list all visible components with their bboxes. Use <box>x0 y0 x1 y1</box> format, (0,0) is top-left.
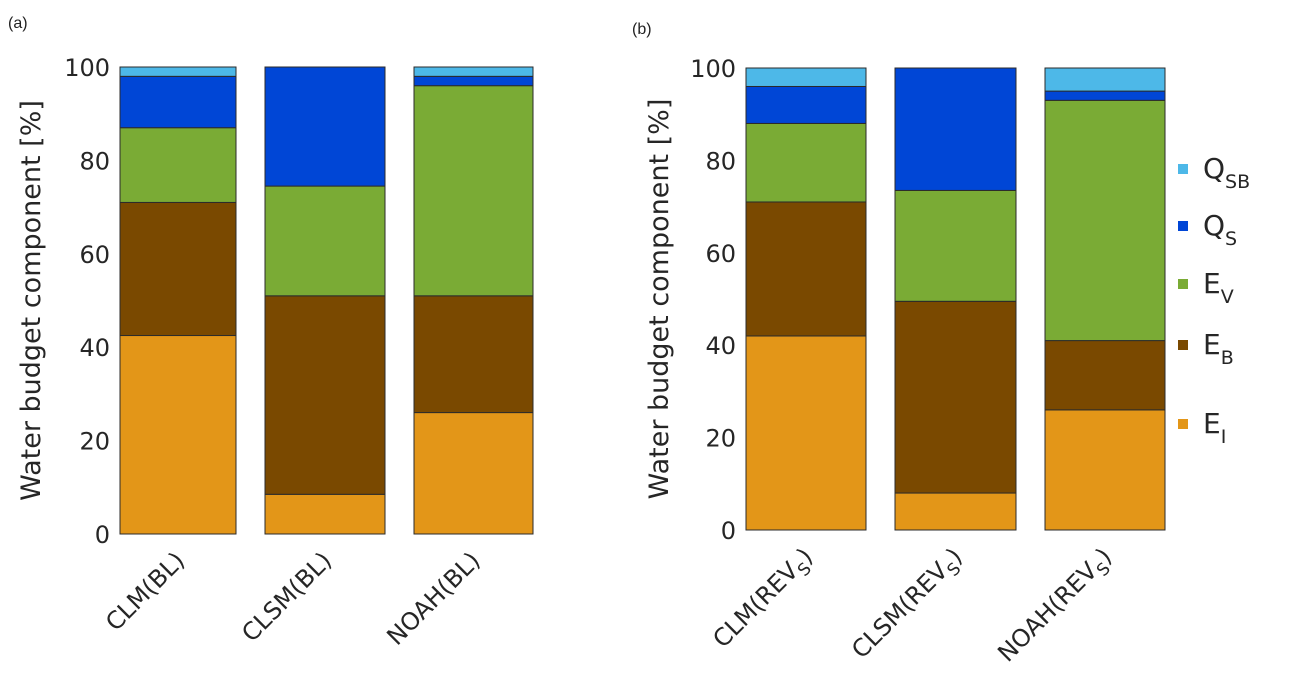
legend-swatch <box>1178 419 1188 429</box>
x-category-label: NOAH(REVS) <box>992 542 1121 671</box>
panel-label: (b) <box>632 21 652 38</box>
bar-segment-e-b <box>413 295 534 414</box>
bar-segment-e-i <box>264 493 386 535</box>
x-category-label: NOAH(BL) <box>381 546 485 650</box>
panel-a: (a) 0 20 40 60 80 100 Water budget component [%… <box>8 15 534 651</box>
legend-swatch <box>1178 340 1188 350</box>
y-tick-label: 80 <box>79 147 110 175</box>
y-tick-label: 40 <box>705 332 736 360</box>
bar-segment-e-v <box>119 127 237 203</box>
bar-segment-e-b <box>264 295 386 495</box>
panel-label: (a) <box>8 15 28 32</box>
bar-segment-q-s <box>413 75 534 87</box>
bar-segment-e-i <box>1044 409 1166 531</box>
bar-segment-e-b <box>745 201 867 337</box>
bar-segment-e-v <box>413 85 534 297</box>
bar-segment-e-b <box>1044 340 1166 411</box>
y-tick-label: 0 <box>721 517 736 545</box>
legend-label: EB <box>1203 328 1234 369</box>
bar-segment-q-s <box>264 66 386 187</box>
bar-segment-q-s <box>894 67 1017 191</box>
legend: QSB QS EV EB EI <box>1178 152 1250 448</box>
bar-segment-e-v <box>894 189 1017 302</box>
x-category-label: CLSM(REVS) <box>846 542 972 668</box>
y-tick-label: 100 <box>64 54 110 82</box>
y-tick-label: 40 <box>79 334 110 362</box>
y-tick-label: 20 <box>79 428 110 456</box>
y-tick-label: 60 <box>79 241 110 269</box>
bar-segment-q-sb <box>119 66 237 77</box>
bar-segment-e-i <box>413 412 534 535</box>
bar-segment-e-v <box>1044 99 1166 342</box>
bar-segment-q-sb <box>745 67 867 87</box>
legend-swatch <box>1178 164 1188 174</box>
legend-label: QS <box>1203 209 1237 250</box>
panel-b: (b) 0 20 40 60 80 100 Water budget component [%… <box>632 21 1166 671</box>
bar-segment-q-s <box>119 75 237 129</box>
y-tick-label: 0 <box>95 521 110 549</box>
bar-segment-e-i <box>119 335 237 535</box>
bar-segment-q-sb <box>413 66 534 77</box>
bar-segment-e-i <box>894 492 1017 531</box>
legend-swatch <box>1178 221 1188 231</box>
y-tick-label: 80 <box>705 147 736 175</box>
legend-label: EI <box>1203 407 1226 448</box>
y-tick-label: 100 <box>690 55 736 83</box>
legend-label: QSB <box>1203 152 1250 193</box>
bar-segment-e-b <box>119 201 237 337</box>
y-axis-title: Water budget component [%] <box>644 99 675 500</box>
y-axis-title: Water budget component [%] <box>16 100 47 501</box>
bar-segment-e-v <box>745 122 867 203</box>
x-category-label: CLM(REVS) <box>707 542 822 657</box>
bar-segment-q-s <box>1044 90 1166 101</box>
bar-segment-e-b <box>894 300 1017 494</box>
legend-label: EV <box>1203 267 1234 308</box>
bar-segment-q-sb <box>1044 67 1166 92</box>
y-tick-label: 20 <box>705 425 736 453</box>
y-tick-label: 60 <box>705 240 736 268</box>
x-category-label: CLSM(BL) <box>236 546 337 647</box>
bar-segment-q-s <box>745 85 867 124</box>
legend-swatch <box>1178 279 1188 289</box>
bar-segment-e-i <box>745 335 867 531</box>
x-category-label: CLM(BL) <box>100 546 190 636</box>
bar-segment-e-v <box>264 185 386 297</box>
